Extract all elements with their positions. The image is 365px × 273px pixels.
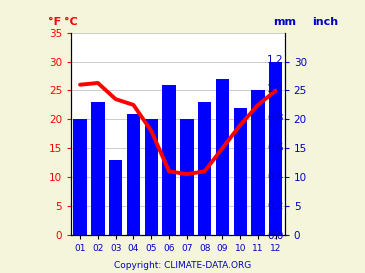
Bar [198, 102, 211, 235]
Text: Copyright: CLIMATE-DATA.ORG: Copyright: CLIMATE-DATA.ORG [114, 261, 251, 270]
Bar [109, 160, 122, 235]
Text: mm: mm [273, 17, 296, 27]
Bar [91, 102, 104, 235]
Bar [269, 62, 283, 235]
Bar [162, 85, 176, 235]
Bar [234, 108, 247, 235]
Text: °C: °C [64, 17, 78, 27]
Bar [251, 90, 265, 235]
Bar [145, 119, 158, 235]
Text: °F: °F [48, 17, 61, 27]
Bar [127, 114, 140, 235]
Bar [73, 119, 87, 235]
Bar [180, 119, 193, 235]
Bar [216, 79, 229, 235]
Text: inch: inch [312, 17, 338, 27]
